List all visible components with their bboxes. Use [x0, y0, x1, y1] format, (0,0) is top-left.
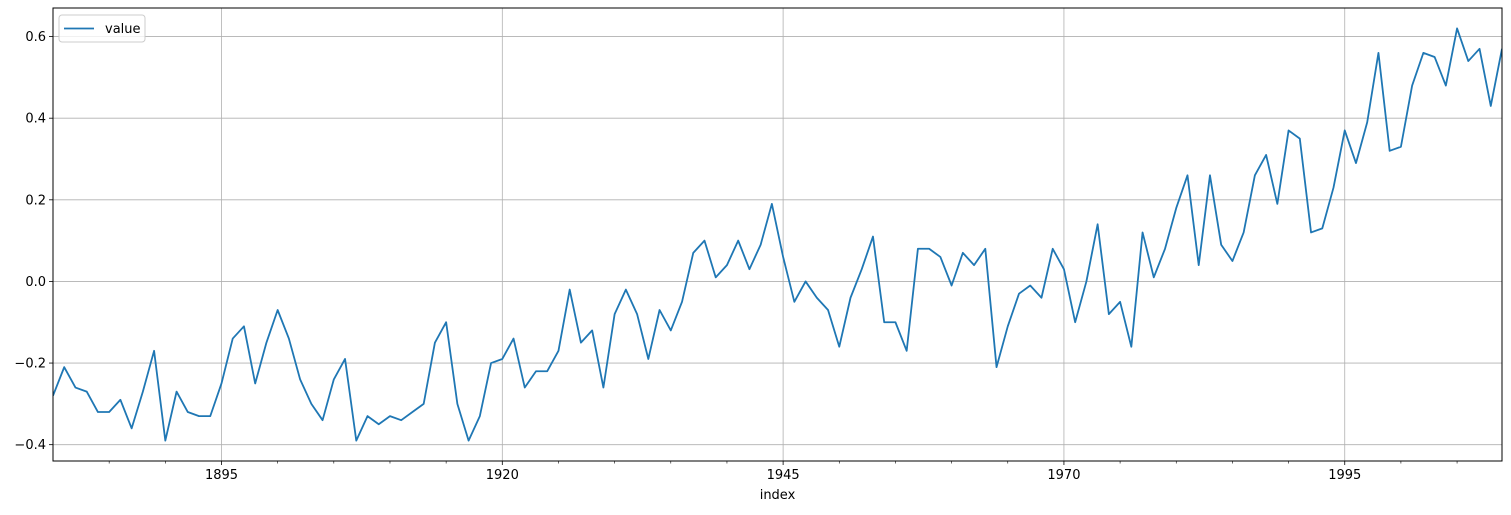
y-tick-label: 0.4	[25, 112, 46, 127]
x-tick-label: 1920	[486, 468, 519, 483]
x-tick-label: 1995	[1328, 468, 1361, 483]
plot-frame	[52, 7, 1503, 462]
legend-box	[58, 14, 146, 43]
x-tick-label: 1970	[1047, 468, 1080, 483]
grid-lines	[53, 8, 1502, 461]
y-tick-label: 0.0	[25, 275, 46, 290]
series-line-value	[53, 27, 1502, 442]
y-tick-label: −0.4	[14, 438, 46, 453]
series-layer	[53, 27, 1502, 442]
x-axis-label: index	[760, 488, 796, 503]
legend: value	[58, 14, 146, 43]
legend-label-value: value	[105, 22, 141, 37]
axis-ticks: −0.4 −0.2 0.0 0.2 0.4 0.6 1895 1920 1945 1970 1995	[14, 30, 1361, 483]
x-tick-label: 1945	[767, 468, 800, 483]
x-tick-label: 1895	[205, 468, 238, 483]
y-tick-label: 0.6	[25, 30, 46, 45]
y-tick-label: 0.2	[25, 193, 46, 208]
y-tick-label: −0.2	[14, 357, 46, 372]
